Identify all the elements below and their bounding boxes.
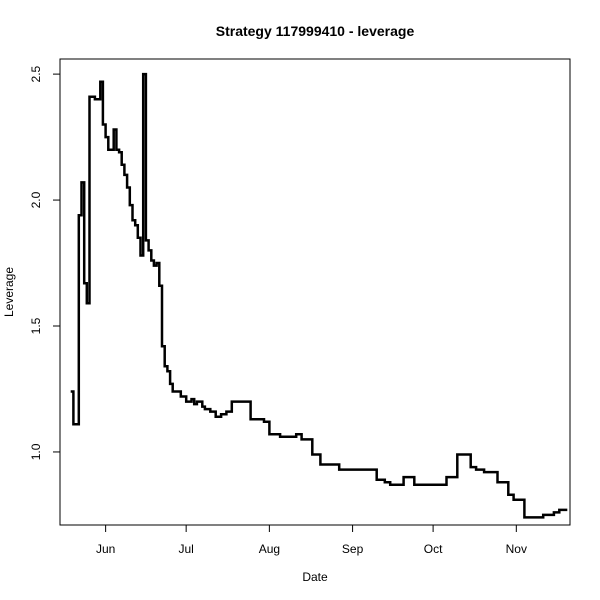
x-tick-label: Aug	[259, 542, 280, 556]
x-axis: Jun Jul Aug Sep Oct Nov	[96, 524, 527, 556]
x-tick-label: Nov	[506, 542, 527, 556]
x-tick-label: Jul	[178, 542, 193, 556]
y-tick-label: 1.0	[29, 443, 43, 460]
x-tick-label: Sep	[342, 542, 364, 556]
series-line	[70, 72, 568, 519]
y-axis: 1.0 1.5 2.0 2.5	[29, 65, 61, 460]
series-group	[70, 72, 568, 519]
x-axis-label: Date	[302, 570, 328, 584]
chart-title: Strategy 117999410 - leverage	[216, 23, 415, 39]
x-tick-label: Jun	[96, 542, 115, 556]
y-tick-label: 1.5	[29, 317, 43, 334]
y-tick-label: 2.5	[29, 65, 43, 82]
x-tick-label: Oct	[424, 542, 443, 556]
y-axis-label: Leverage	[2, 267, 16, 317]
y-tick-label: 2.0	[29, 191, 43, 208]
